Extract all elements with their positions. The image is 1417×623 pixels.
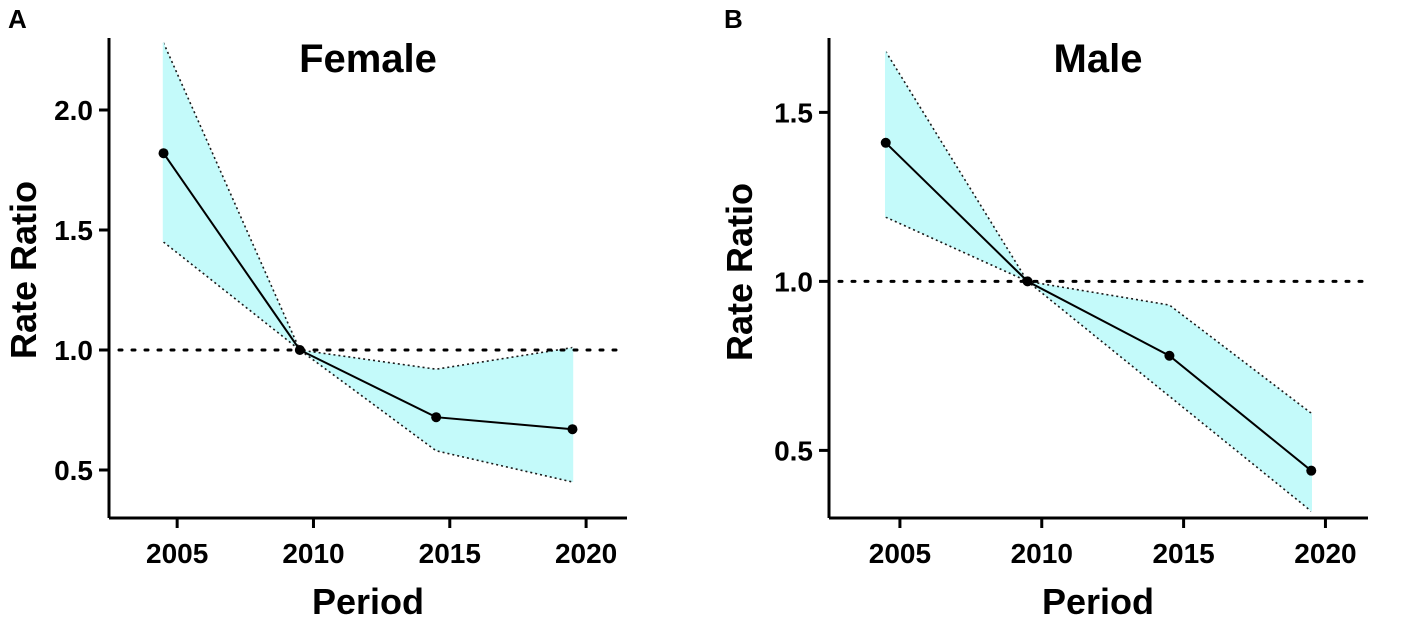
y-axis-label-male: Rate Ratio bbox=[719, 183, 760, 361]
plot-area-male: 0.5 1.0 1.5 2005 2010 2015 2020 bbox=[774, 38, 1368, 569]
data-point-male bbox=[880, 137, 891, 148]
x-axis-label-female: Period bbox=[312, 581, 424, 622]
x-tick-label-male: 2005 bbox=[869, 538, 931, 569]
data-point-female bbox=[431, 412, 442, 423]
x-tick-label-male: 2015 bbox=[1152, 538, 1214, 569]
x-tick-label-female: 2020 bbox=[555, 538, 617, 569]
panel-letter-b: B bbox=[724, 4, 743, 34]
data-point-female bbox=[158, 148, 169, 159]
x-tick-label-male: 2020 bbox=[1294, 538, 1356, 569]
rate-ratio-line-male bbox=[885, 142, 1312, 472]
data-point-male bbox=[1306, 465, 1317, 476]
data-point-male bbox=[1022, 276, 1033, 287]
y-tick-label-female: 1.5 bbox=[54, 215, 93, 246]
panel-letter-a: A bbox=[8, 4, 27, 34]
y-tick-label-female: 1.0 bbox=[54, 335, 93, 366]
chart-title-female: Female bbox=[299, 37, 437, 81]
panel-male: B Male Period Rate Ratio 0.5 1.0 1.5 2005 20… bbox=[719, 4, 1368, 622]
panel-female: A Female Period Rate Ratio 0.5 1.0 1.5 2.0 2… bbox=[3, 4, 627, 622]
rate-ratio-line-female bbox=[162, 152, 573, 431]
x-tick-label-female: 2015 bbox=[419, 538, 481, 569]
data-point-female bbox=[294, 345, 305, 355]
y-tick-label-female: 2.0 bbox=[54, 95, 93, 126]
y-tick-label-female: 0.5 bbox=[54, 455, 93, 486]
y-tick-label-male: 1.5 bbox=[774, 97, 813, 128]
ci-lower-line-male bbox=[885, 216, 1312, 512]
x-axis-label-male: Period bbox=[1042, 581, 1154, 622]
data-point-female bbox=[567, 424, 578, 435]
y-axis-label-female: Rate Ratio bbox=[3, 181, 44, 359]
data-point-male bbox=[1164, 350, 1175, 361]
ci-band-female bbox=[163, 42, 573, 483]
x-tick-label-female: 2010 bbox=[282, 538, 344, 569]
y-tick-label-male: 0.5 bbox=[774, 435, 813, 466]
plot-area-female: 0.5 1.0 1.5 2.0 2005 2010 2015 2020 bbox=[54, 38, 627, 569]
ci-band-male bbox=[885, 51, 1312, 512]
x-tick-label-female: 2005 bbox=[146, 538, 208, 569]
x-tick-label-male: 2010 bbox=[1011, 538, 1073, 569]
ci-upper-line-male bbox=[885, 51, 1312, 414]
y-tick-label-male: 1.0 bbox=[774, 266, 813, 297]
chart-title-male: Male bbox=[1054, 37, 1143, 81]
ci-lower-line-female bbox=[163, 241, 573, 483]
